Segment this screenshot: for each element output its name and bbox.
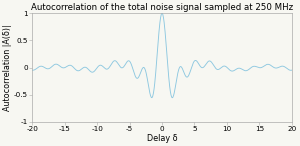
Y-axis label: Autocorrelation |A(δ)|: Autocorrelation |A(δ)| <box>4 24 13 111</box>
Title: Autocorrelation of the total noise signal sampled at 250 MHz: Autocorrelation of the total noise signa… <box>31 4 293 12</box>
X-axis label: Delay δ: Delay δ <box>147 134 177 142</box>
